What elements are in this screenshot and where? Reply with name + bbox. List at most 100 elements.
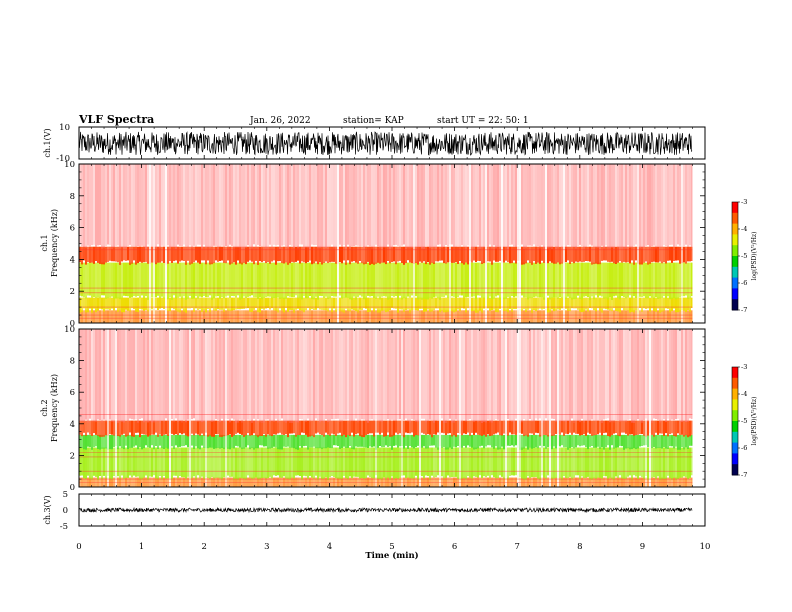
spectrogram-cell [235, 262, 237, 298]
spectrogram-cell [425, 246, 427, 265]
spectrogram-cell [531, 310, 533, 323]
spectrogram-cell [611, 420, 613, 436]
spectrogram-cell [467, 164, 469, 246]
spectrogram-cell [659, 329, 661, 423]
spectrogram-cell [233, 329, 235, 420]
colorbar-tick-label: -7 [741, 471, 747, 479]
spectrogram-cell [675, 164, 677, 247]
spectrogram-cell [687, 164, 689, 247]
spectrogram-cell [327, 420, 329, 435]
spectrogram-cell [125, 297, 127, 310]
spectrogram-cell [599, 329, 601, 421]
spectrogram-cell [113, 310, 115, 323]
spectrogram-cell [373, 246, 375, 265]
spectrogram-cell [243, 164, 245, 249]
spectrogram-cell [587, 420, 589, 433]
spectrogram-gap [107, 329, 109, 487]
spectrogram-cell [547, 420, 549, 437]
spectrogram-cell [391, 297, 393, 308]
spectrogram-cell [601, 297, 603, 313]
spectrogram-cell [411, 310, 413, 323]
spectrogram-cell [337, 329, 339, 419]
spectrogram-cell [469, 434, 471, 447]
spectrogram-cell [127, 420, 129, 436]
spectrogram-cell [487, 246, 489, 262]
spectrogram-cell [89, 262, 91, 296]
spectrogram-cell [599, 297, 601, 311]
spectrogram-cell [663, 297, 665, 311]
spectrogram-cell [209, 262, 211, 296]
spectrogram-cell [427, 164, 429, 247]
spectrogram-cell [499, 310, 501, 323]
spectrogram-cell [191, 297, 193, 308]
spectrogram-cell [321, 246, 323, 265]
spectrogram-cell [265, 310, 267, 323]
spectrogram-cell [233, 434, 235, 449]
spectrogram-cell [285, 246, 287, 263]
spectrogram-cell [147, 434, 149, 448]
spectrogram-cell [91, 447, 93, 480]
spectrogram-cell [479, 447, 481, 476]
spectrogram-cell [443, 447, 445, 479]
spectrogram-cell [465, 310, 467, 323]
spectrogram-cell [167, 262, 169, 300]
spectrogram-cell [219, 329, 221, 423]
spectrogram-cell [603, 297, 605, 309]
spectrogram-cell [147, 447, 149, 480]
spectrogram-cell [521, 447, 523, 479]
spectrogram-cell [433, 434, 435, 446]
colorbar-tick-label: -4 [741, 225, 747, 233]
spectrogram-cell [591, 297, 593, 309]
spectrogram-cell [379, 329, 381, 422]
spectrogram-cell [193, 164, 195, 246]
spectrogram-cell [463, 434, 465, 446]
spectrogram-cell [475, 329, 477, 422]
spectrogram-cell [651, 420, 653, 435]
spectrogram-cell [439, 297, 441, 313]
spectrogram-cell [367, 420, 369, 435]
spectrogram-cell [187, 246, 189, 261]
spectrogram-cell [201, 164, 203, 249]
spectrogram-cell [339, 434, 341, 449]
spectrogram-cell [619, 262, 621, 300]
spectrogram-cell [587, 434, 589, 450]
spectrogram-cell [533, 434, 535, 448]
spectrogram-cell [559, 297, 561, 310]
spectrogram-cell [675, 246, 677, 261]
spectrogram-cell [79, 297, 81, 313]
spectrogram-cell [613, 164, 615, 249]
spectrogram-cell [223, 297, 225, 312]
spectrogram-cell [681, 420, 683, 435]
spectrogram-cell [599, 246, 601, 265]
spectrogram-cell [163, 164, 165, 247]
spectrogram-cell [457, 297, 459, 310]
spectrogram-cell [573, 434, 575, 449]
ch1-frequency-ylabel: Frequency (kHz) [50, 209, 59, 277]
spectrogram-cell [547, 329, 549, 421]
spectrogram-cell [169, 164, 171, 248]
spectrogram-cell [503, 447, 505, 480]
spectrogram-cell [653, 447, 655, 477]
spectrogram-cell [685, 447, 687, 478]
spectrogram-cell [431, 434, 433, 446]
spectrogram-cell [645, 164, 647, 246]
spectrogram-cell [299, 164, 301, 245]
spectrogram-cell [447, 434, 449, 450]
spectrogram-cell [137, 434, 139, 450]
spectrogram-cell [601, 310, 603, 323]
spectrogram-cell [343, 310, 345, 323]
spectrogram-cell [459, 246, 461, 261]
spectrogram-cell [687, 297, 689, 311]
spectrogram-cell [111, 246, 113, 262]
spectrogram-cell [629, 329, 631, 420]
spectrogram-cell [459, 297, 461, 311]
spectrogram-cell [425, 434, 427, 449]
spectrogram-cell [631, 420, 633, 435]
spectrogram-cell [663, 246, 665, 263]
spectrogram-cell [315, 262, 317, 297]
spectrogram-cell [481, 447, 483, 479]
spectrogram-cell [311, 420, 313, 436]
spectrogram-cell [225, 310, 227, 323]
spectrogram-cell [133, 164, 135, 247]
spectrogram-cell [457, 246, 459, 264]
